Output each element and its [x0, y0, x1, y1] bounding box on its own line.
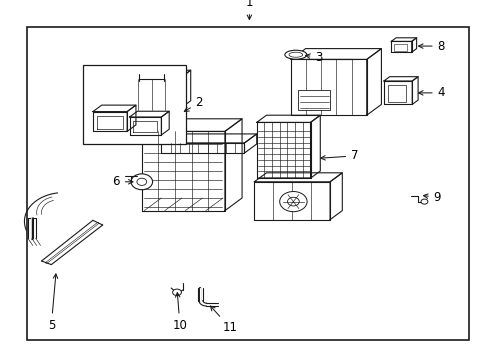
Text: 7: 7 [320, 149, 358, 162]
Circle shape [279, 192, 306, 212]
Circle shape [420, 199, 427, 204]
Text: 9: 9 [423, 191, 440, 204]
Text: 10: 10 [172, 293, 187, 332]
Bar [27, 27, 468, 340]
Text: 5: 5 [47, 274, 58, 332]
Circle shape [131, 174, 152, 190]
Text: 6: 6 [112, 175, 133, 188]
Circle shape [287, 197, 299, 206]
Bar [83, 65, 185, 144]
Text: 4: 4 [418, 86, 444, 99]
Ellipse shape [288, 52, 302, 57]
Bar [393, 44, 407, 51]
Text: 11: 11 [210, 306, 237, 334]
Circle shape [172, 289, 181, 296]
Circle shape [137, 178, 146, 185]
Ellipse shape [284, 50, 306, 59]
Text: 1: 1 [245, 0, 253, 19]
Text: 8: 8 [418, 40, 444, 53]
Bar [387, 85, 406, 102]
Text: 3: 3 [305, 51, 322, 64]
Bar [298, 90, 329, 110]
Text: 2: 2 [184, 96, 203, 111]
